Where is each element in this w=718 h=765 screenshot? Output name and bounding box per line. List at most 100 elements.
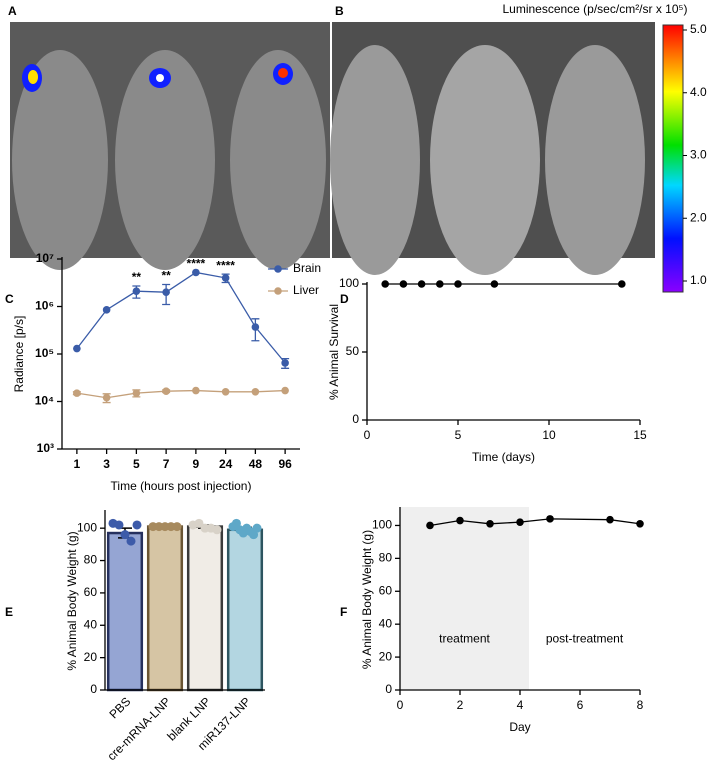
x-tick-label: 3 — [103, 457, 110, 471]
y-tick-label: 50 — [346, 344, 360, 358]
significance: **** — [216, 258, 235, 272]
x-tick-label: 96 — [278, 457, 292, 471]
point — [73, 344, 81, 353]
x-tick-label: 6 — [577, 698, 584, 712]
point — [426, 521, 434, 530]
x-tick-label: 0 — [364, 428, 371, 442]
legend-marker — [274, 287, 282, 295]
y-tick-label: 0 — [90, 682, 97, 696]
y-tick-label: 0 — [385, 682, 392, 696]
point — [192, 268, 200, 277]
panel-label: B — [335, 4, 344, 18]
colorbar-tick-label: 2.0 — [690, 210, 707, 224]
significance: ** — [132, 270, 142, 284]
point — [281, 386, 289, 395]
y-axis-title: % Animal Body Weight (g) — [360, 530, 374, 669]
bar — [226, 528, 264, 692]
colorbar — [662, 24, 684, 293]
bar — [106, 531, 144, 692]
colorbar-title: Luminescence (p/sec/cm²/sr x 10⁵) — [502, 2, 687, 16]
x-tick-label: 5 — [455, 428, 462, 442]
y-tick-label: 40 — [84, 617, 98, 631]
panel-label: F — [340, 605, 347, 619]
x-tick-label: 5 — [133, 457, 140, 471]
data-point — [126, 536, 136, 546]
point — [516, 518, 524, 526]
x-tick-label: 8 — [637, 698, 644, 712]
data-point — [172, 522, 182, 532]
x-tick-label: 10 — [542, 428, 556, 442]
point — [221, 274, 230, 282]
point — [417, 280, 426, 288]
y-axis-title: Radiance [p/s] — [12, 316, 26, 393]
y-tick-label: 100 — [77, 520, 97, 534]
bar — [146, 525, 184, 692]
point — [281, 359, 289, 367]
significance: ** — [161, 269, 171, 283]
panel-label: A — [8, 4, 17, 18]
colorbar-tick-label: 1.0 — [690, 273, 707, 287]
y-tick-label: 80 — [379, 551, 393, 565]
point — [436, 280, 444, 288]
x-tick-label: 4 — [517, 698, 524, 712]
annotation: treatment — [439, 631, 490, 645]
point — [132, 287, 141, 295]
point — [162, 288, 170, 297]
point — [251, 323, 260, 331]
point — [618, 280, 626, 288]
y-tick-label: 10³ — [37, 441, 54, 455]
x-tick-label: 7 — [163, 457, 170, 471]
x-tick-label: 1 — [74, 457, 81, 471]
point — [73, 389, 81, 397]
point — [381, 280, 390, 288]
point — [399, 280, 408, 288]
legend-marker — [274, 265, 282, 273]
data-point — [120, 530, 130, 540]
point — [454, 280, 462, 288]
panel-label: E — [5, 605, 13, 619]
x-tick-label: 9 — [193, 457, 200, 471]
x-tick-label: 15 — [633, 428, 647, 442]
y-tick-label: 20 — [84, 650, 98, 664]
point — [486, 520, 494, 528]
panel-label: C — [5, 292, 14, 306]
y-tick-label: 20 — [379, 649, 393, 663]
y-tick-label: 60 — [379, 583, 393, 597]
point — [162, 387, 170, 395]
data-point — [132, 520, 142, 530]
data-point — [252, 523, 262, 533]
y-tick-label: 40 — [379, 616, 393, 630]
panel-label: D — [340, 292, 349, 306]
data-point — [114, 520, 124, 530]
y-tick-label: 10⁴ — [35, 394, 54, 408]
y-tick-label: 60 — [84, 585, 98, 599]
point — [132, 389, 141, 397]
y-tick-label: 100 — [372, 518, 392, 532]
point — [102, 393, 111, 402]
line — [76, 271, 286, 364]
legend-label: Brain — [293, 261, 321, 275]
x-axis-title: Day — [509, 720, 530, 734]
y-tick-label: 80 — [84, 553, 98, 567]
y-tick-label: 100 — [339, 276, 359, 290]
point — [221, 388, 230, 396]
significance: **** — [187, 257, 206, 271]
line — [76, 389, 286, 399]
x-tick-label: 0 — [397, 698, 404, 712]
point — [192, 386, 200, 395]
point — [546, 515, 554, 523]
x-axis-title: Time (days) — [472, 450, 535, 464]
point — [102, 306, 111, 314]
treatment-region — [400, 507, 529, 690]
colorbar-tick-label: 4.0 — [690, 85, 707, 99]
point — [490, 280, 499, 288]
x-tick-label: 24 — [219, 457, 233, 471]
point — [606, 515, 614, 524]
data-point — [212, 525, 222, 535]
image-b — [330, 22, 655, 275]
x-tick-label: 2 — [457, 698, 464, 712]
image-a — [10, 22, 330, 270]
x-tick-label: 48 — [249, 457, 263, 471]
